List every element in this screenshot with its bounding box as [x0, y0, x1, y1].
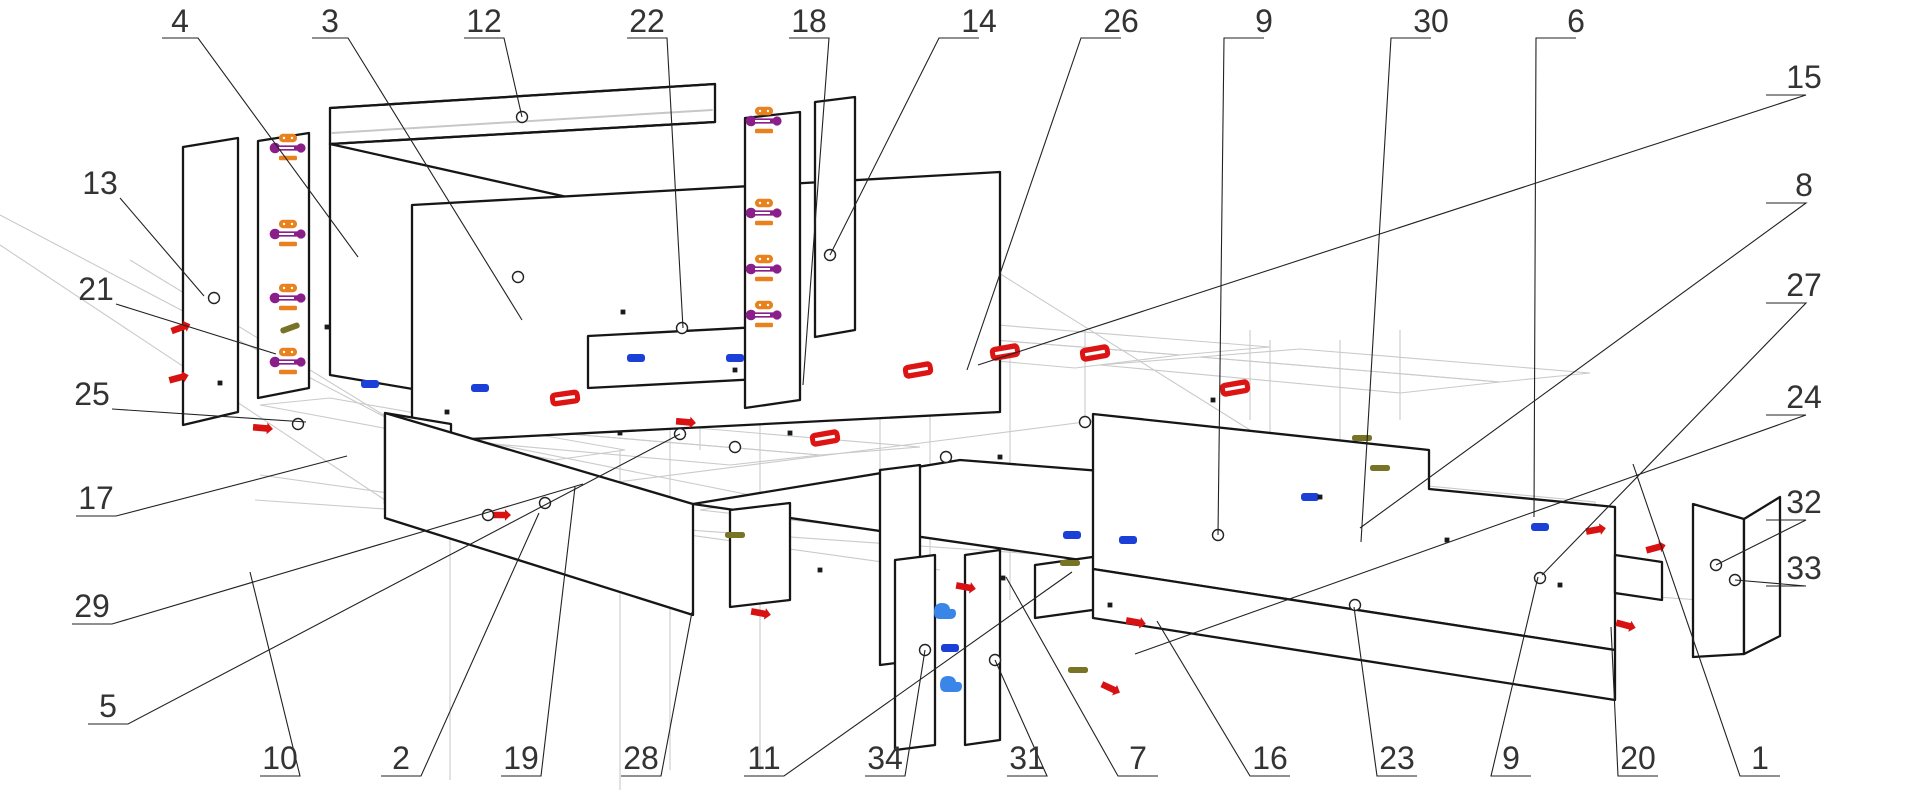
svg-text:31: 31	[1009, 740, 1045, 776]
svg-text:29: 29	[74, 588, 110, 624]
svg-text:25: 25	[74, 376, 110, 412]
svg-text:12: 12	[466, 3, 502, 39]
svg-text:14: 14	[961, 3, 997, 39]
svg-text:34: 34	[867, 740, 903, 776]
svg-text:32: 32	[1786, 484, 1822, 520]
svg-text:5: 5	[99, 688, 117, 724]
svg-text:18: 18	[791, 3, 827, 39]
svg-text:26: 26	[1103, 3, 1139, 39]
svg-text:17: 17	[78, 480, 114, 516]
svg-text:7: 7	[1129, 740, 1147, 776]
svg-text:22: 22	[629, 3, 665, 39]
svg-text:11: 11	[747, 740, 780, 776]
svg-text:13: 13	[82, 165, 118, 201]
svg-text:28: 28	[623, 740, 659, 776]
svg-text:20: 20	[1620, 740, 1656, 776]
svg-text:16: 16	[1252, 740, 1288, 776]
svg-text:30: 30	[1413, 3, 1449, 39]
svg-text:9: 9	[1502, 740, 1520, 776]
svg-text:4: 4	[171, 3, 189, 39]
svg-text:10: 10	[262, 740, 298, 776]
svg-text:23: 23	[1379, 740, 1415, 776]
svg-text:21: 21	[78, 271, 114, 307]
svg-text:19: 19	[503, 740, 539, 776]
svg-text:24: 24	[1786, 379, 1822, 415]
svg-text:6: 6	[1567, 3, 1585, 39]
svg-text:1: 1	[1751, 740, 1769, 776]
svg-text:9: 9	[1255, 3, 1273, 39]
svg-text:33: 33	[1786, 550, 1822, 586]
svg-text:2: 2	[392, 740, 410, 776]
svg-text:3: 3	[321, 3, 339, 39]
svg-text:15: 15	[1786, 59, 1822, 95]
svg-text:27: 27	[1786, 267, 1822, 303]
svg-text:8: 8	[1795, 167, 1813, 203]
